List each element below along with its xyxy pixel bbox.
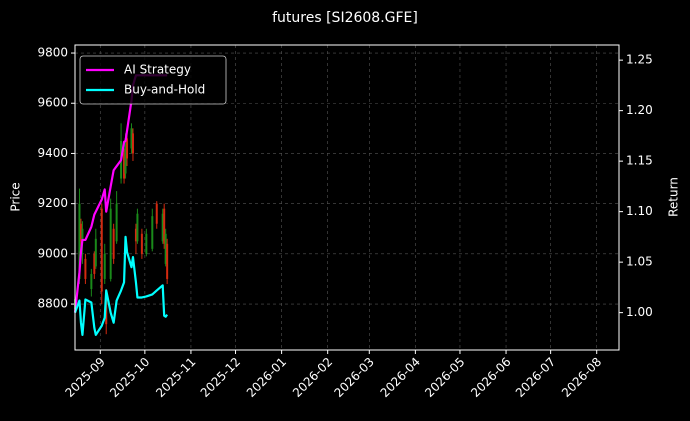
candle-body: [136, 213, 139, 242]
y2-tick-label: 1.25: [626, 53, 653, 67]
candle-body: [79, 223, 82, 242]
series-line: [73, 235, 169, 336]
y2-tick-label: 1.15: [626, 154, 653, 168]
candle-body: [134, 228, 137, 242]
chart-title: futures [SI2608.GFE]: [272, 10, 418, 26]
candle-body: [112, 228, 115, 259]
y2-tick-label: 1.00: [626, 305, 653, 319]
legend-box: [79, 55, 227, 105]
candle-body: [100, 208, 103, 292]
candle-body: [93, 253, 96, 274]
candle-body: [151, 216, 154, 249]
legend-label: AI Strategy: [124, 63, 191, 77]
candle-body: [84, 258, 87, 279]
y-axis-label: Price: [9, 182, 23, 211]
candle-body: [126, 138, 129, 159]
candle-body: [115, 203, 118, 242]
candle-body: [94, 238, 97, 267]
candle-body: [78, 203, 81, 279]
candle-body: [140, 233, 143, 254]
y-tick-label: 9600: [37, 96, 68, 110]
candle-body: [166, 243, 169, 279]
y2-tick-label: 1.05: [626, 255, 653, 269]
legend-label: Buy-and-Hold: [124, 83, 205, 97]
candle-body: [145, 233, 148, 254]
y2-tick-label: 1.10: [626, 204, 653, 218]
candle-body: [161, 213, 164, 242]
y-tick-label: 9200: [37, 196, 68, 210]
candle-body: [109, 208, 112, 279]
plot-frame: [74, 44, 620, 351]
y-tick-label: 8800: [37, 297, 68, 311]
candle-body: [164, 233, 167, 264]
candle-body: [163, 208, 166, 244]
candle-body: [124, 138, 127, 174]
y-tick-label: 9400: [37, 146, 68, 160]
candle-body: [103, 253, 106, 279]
candle-body: [155, 203, 158, 224]
y-tick-label: 9000: [37, 246, 68, 260]
candle-body: [123, 153, 126, 179]
candle-body: [90, 273, 93, 289]
y2-tick-label: 1.20: [626, 103, 653, 117]
candle-body: [131, 133, 134, 154]
candle-body: [81, 228, 84, 242]
y2-axis-label: Return: [667, 177, 681, 217]
candle-body: [105, 299, 108, 325]
candle-body: [130, 128, 133, 149]
y-tick-label: 9800: [37, 46, 68, 60]
